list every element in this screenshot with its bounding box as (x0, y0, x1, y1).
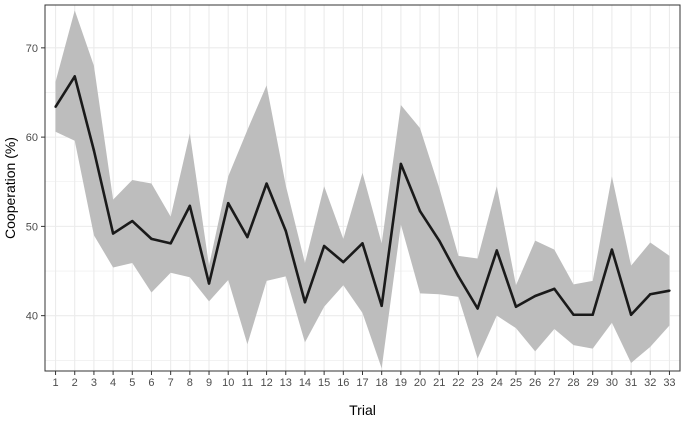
x-tick-label: 20 (414, 377, 426, 389)
data-point (322, 244, 326, 248)
x-tick-label: 32 (644, 377, 656, 389)
data-point (533, 294, 537, 298)
data-point (227, 201, 230, 205)
x-tick-label: 2 (72, 377, 78, 389)
data-point (188, 204, 192, 208)
data-point (342, 260, 345, 264)
x-tick-label: 10 (222, 377, 234, 389)
x-tick-label: 11 (242, 377, 253, 389)
x-tick-label: 8 (187, 377, 193, 389)
data-point (246, 235, 249, 239)
x-tick-label: 7 (168, 377, 174, 389)
x-tick-label: 30 (606, 377, 618, 389)
data-point (111, 232, 115, 235)
y-axis: 40 50 60 70 (26, 43, 45, 323)
x-axis: 1 2 3 4 5 6 7 8 9 10 11 12 13 14 15 16 17 18 19 20 21 22 23 24 2… (52, 371, 676, 389)
data-point (457, 275, 460, 278)
y-tick-label: 40 (26, 311, 38, 323)
x-tick-label: 27 (548, 377, 560, 389)
data-point (131, 219, 134, 223)
data-point (591, 313, 594, 316)
x-tick-label: 18 (376, 377, 388, 389)
x-tick-label: 12 (260, 377, 272, 389)
data-point (572, 313, 575, 316)
data-point (649, 293, 652, 296)
x-tick-label: 1 (52, 377, 58, 389)
y-tick-label: 60 (26, 132, 38, 144)
x-tick-label: 26 (529, 377, 541, 389)
x-tick-label: 17 (356, 377, 368, 389)
x-tick-label: 13 (280, 377, 292, 389)
data-point (629, 313, 633, 316)
y-tick-label: 70 (26, 43, 38, 55)
data-point (150, 237, 153, 241)
x-tick-label: 22 (452, 377, 464, 389)
x-tick-label: 6 (148, 377, 154, 389)
y-tick-label: 50 (26, 221, 38, 233)
x-tick-label: 29 (587, 377, 599, 389)
data-point (169, 242, 172, 245)
x-tick-label: 31 (625, 377, 637, 389)
data-point (610, 248, 614, 251)
data-point (380, 304, 383, 308)
x-tick-label: 9 (206, 377, 212, 389)
data-point (553, 287, 556, 291)
data-point (92, 149, 96, 152)
y-axis-title: Cooperation (%) (2, 137, 18, 239)
x-axis-title: Trial (349, 402, 376, 418)
x-tick-label: 28 (567, 377, 579, 389)
data-point (476, 307, 479, 310)
x-tick-label: 15 (318, 377, 330, 389)
data-point (54, 105, 57, 108)
x-tick-label: 23 (471, 377, 483, 389)
data-point (418, 210, 422, 213)
x-tick-label: 3 (91, 377, 97, 389)
data-point (495, 249, 498, 252)
x-tick-label: 24 (491, 377, 503, 389)
data-point (399, 162, 403, 166)
x-tick-label: 16 (337, 377, 349, 389)
data-point (438, 239, 441, 242)
data-point (207, 282, 211, 285)
data-point (668, 289, 671, 292)
data-point (514, 305, 518, 308)
x-tick-label: 25 (510, 377, 522, 389)
x-tick-label: 14 (299, 377, 311, 389)
data-point (73, 75, 76, 78)
x-tick-label: 33 (663, 377, 675, 389)
data-points (54, 75, 671, 316)
x-tick-label: 19 (395, 377, 407, 389)
x-tick-label: 5 (129, 377, 135, 389)
data-point (361, 242, 364, 245)
data-point (284, 229, 287, 233)
data-point (265, 182, 268, 185)
data-point (303, 301, 307, 304)
x-tick-label: 4 (110, 377, 116, 389)
x-tick-label: 21 (433, 377, 445, 389)
